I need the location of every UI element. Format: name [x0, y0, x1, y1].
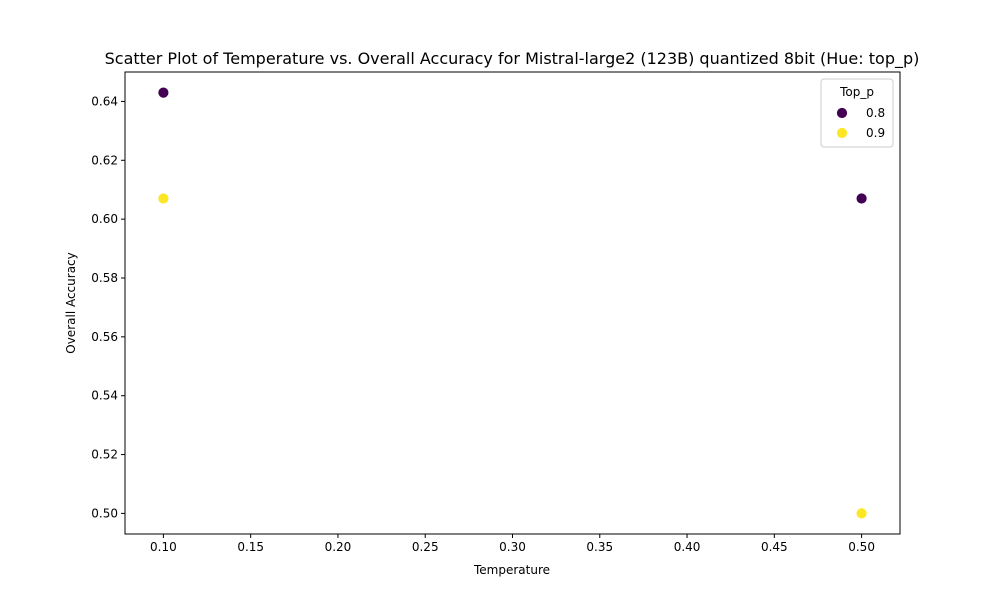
x-tick-label: 0.20: [325, 540, 352, 554]
y-tick-label: 0.54: [91, 389, 118, 403]
x-tick-label: 0.15: [237, 540, 264, 554]
x-tick-label: 0.40: [674, 540, 701, 554]
legend: Top_p 0.80.9: [820, 78, 894, 148]
x-tick-label: 0.35: [586, 540, 613, 554]
y-tick-label: 0.50: [91, 506, 118, 520]
x-axis-ticks: 0.10 0.15 0.20 0.25 0.30 0.35 0.40 0.45 0.50: [150, 534, 875, 554]
y-axis-ticks: 0.50 0.52 0.54 0.56 0.58 0.60 0.62 0.64: [91, 94, 125, 520]
legend-label: 0.8: [866, 106, 885, 120]
y-axis-label: Overall Accuracy: [64, 252, 78, 353]
legend-title: Top_p: [839, 85, 874, 99]
x-tick-label: 0.25: [412, 540, 439, 554]
data-point: [157, 86, 170, 99]
plot-area-frame: [124, 71, 901, 535]
y-tick-label: 0.64: [91, 94, 118, 108]
x-tick-label: 0.45: [761, 540, 788, 554]
x-tick-label: 0.50: [848, 540, 875, 554]
data-point: [855, 192, 868, 205]
y-tick-label: 0.58: [91, 271, 118, 285]
legend-label: 0.9: [866, 126, 885, 140]
y-tick-label: 0.56: [91, 330, 118, 344]
data-point: [855, 507, 868, 520]
legend-marker: [836, 107, 848, 119]
legend-entries: 0.80.9: [836, 106, 885, 140]
x-tick-label: 0.30: [499, 540, 526, 554]
y-tick-label: 0.52: [91, 448, 118, 462]
y-tick-label: 0.60: [91, 212, 118, 226]
x-tick-label: 0.10: [150, 540, 177, 554]
legend-marker: [836, 127, 848, 139]
data-points: [157, 86, 868, 520]
data-point: [157, 192, 170, 205]
x-axis-label: Temperature: [473, 563, 550, 577]
chart-title: Scatter Plot of Temperature vs. Overall …: [105, 49, 920, 69]
y-tick-label: 0.62: [91, 153, 118, 167]
